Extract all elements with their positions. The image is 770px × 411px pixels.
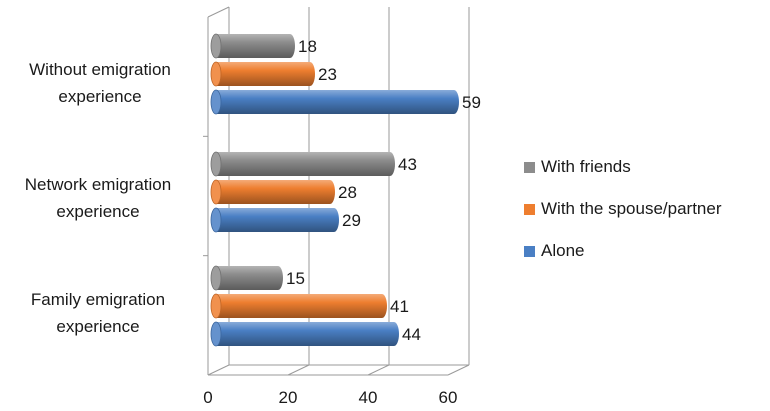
x-tick-label: 40 xyxy=(359,388,378,407)
legend-swatch xyxy=(524,245,535,257)
data-label: 59 xyxy=(462,93,481,112)
bar-with-the-spouse-partner xyxy=(211,180,335,204)
bar-cap xyxy=(210,321,222,347)
bar-cap xyxy=(210,89,222,115)
legend-label: With friends xyxy=(541,157,631,176)
legend-label: Alone xyxy=(541,241,585,260)
category-label-line: experience xyxy=(58,87,142,106)
floor-line xyxy=(207,364,230,376)
data-label: 23 xyxy=(318,65,337,84)
legend: With friends With the spouse/partner Alo… xyxy=(524,146,721,272)
bar-alone xyxy=(211,322,399,346)
bar-with-friends xyxy=(211,34,295,58)
legend-swatch xyxy=(524,161,535,173)
category-label-line: experience xyxy=(56,317,140,336)
data-label: 29 xyxy=(342,211,361,230)
data-label: 41 xyxy=(390,297,409,316)
floor-line xyxy=(367,364,390,376)
category-label-family: Family emigration experience xyxy=(0,286,198,340)
data-label: 28 xyxy=(338,183,357,202)
data-label: 15 xyxy=(286,269,305,288)
bar-alone xyxy=(211,90,459,114)
bar-with-the-spouse-partner xyxy=(211,62,315,86)
legend-swatch xyxy=(524,203,535,215)
legend-label: With the spouse/partner xyxy=(541,199,722,218)
bar-with-friends xyxy=(211,266,283,290)
legend-item-alone: Alone xyxy=(524,230,721,272)
category-label-line: Family emigration xyxy=(30,290,166,309)
bar-alone xyxy=(211,208,339,232)
side-wall-top-edge xyxy=(207,6,230,18)
bar-cap xyxy=(210,33,222,59)
x-tick-label: 20 xyxy=(279,388,298,407)
data-label: 43 xyxy=(398,155,417,174)
category-label-line: experience xyxy=(56,202,140,221)
bar-cap xyxy=(210,179,222,205)
data-label: 18 xyxy=(298,37,317,56)
bar-with-friends xyxy=(211,152,395,176)
x-tick-label: 60 xyxy=(439,388,458,407)
category-label-line: Without emigration xyxy=(29,60,171,79)
bar-cap xyxy=(210,293,222,319)
bar-cap xyxy=(210,151,222,177)
bar-with-the-spouse-partner xyxy=(211,294,387,318)
category-label-network: Network emigration experience xyxy=(0,171,198,225)
category-label-line: Network emigration xyxy=(24,175,172,194)
legend-item-with-spouse: With the spouse/partner xyxy=(524,188,721,230)
floor-line xyxy=(287,364,310,376)
x-tick-label: 0 xyxy=(203,388,212,407)
category-label-without: Without emigration experience xyxy=(0,56,200,110)
legend-item-with-friends: With friends xyxy=(524,146,721,188)
data-label: 44 xyxy=(402,325,421,344)
bar-cap xyxy=(210,207,222,233)
bar-cap xyxy=(210,265,222,291)
floor-line xyxy=(447,364,470,376)
bar-cap xyxy=(210,61,222,87)
